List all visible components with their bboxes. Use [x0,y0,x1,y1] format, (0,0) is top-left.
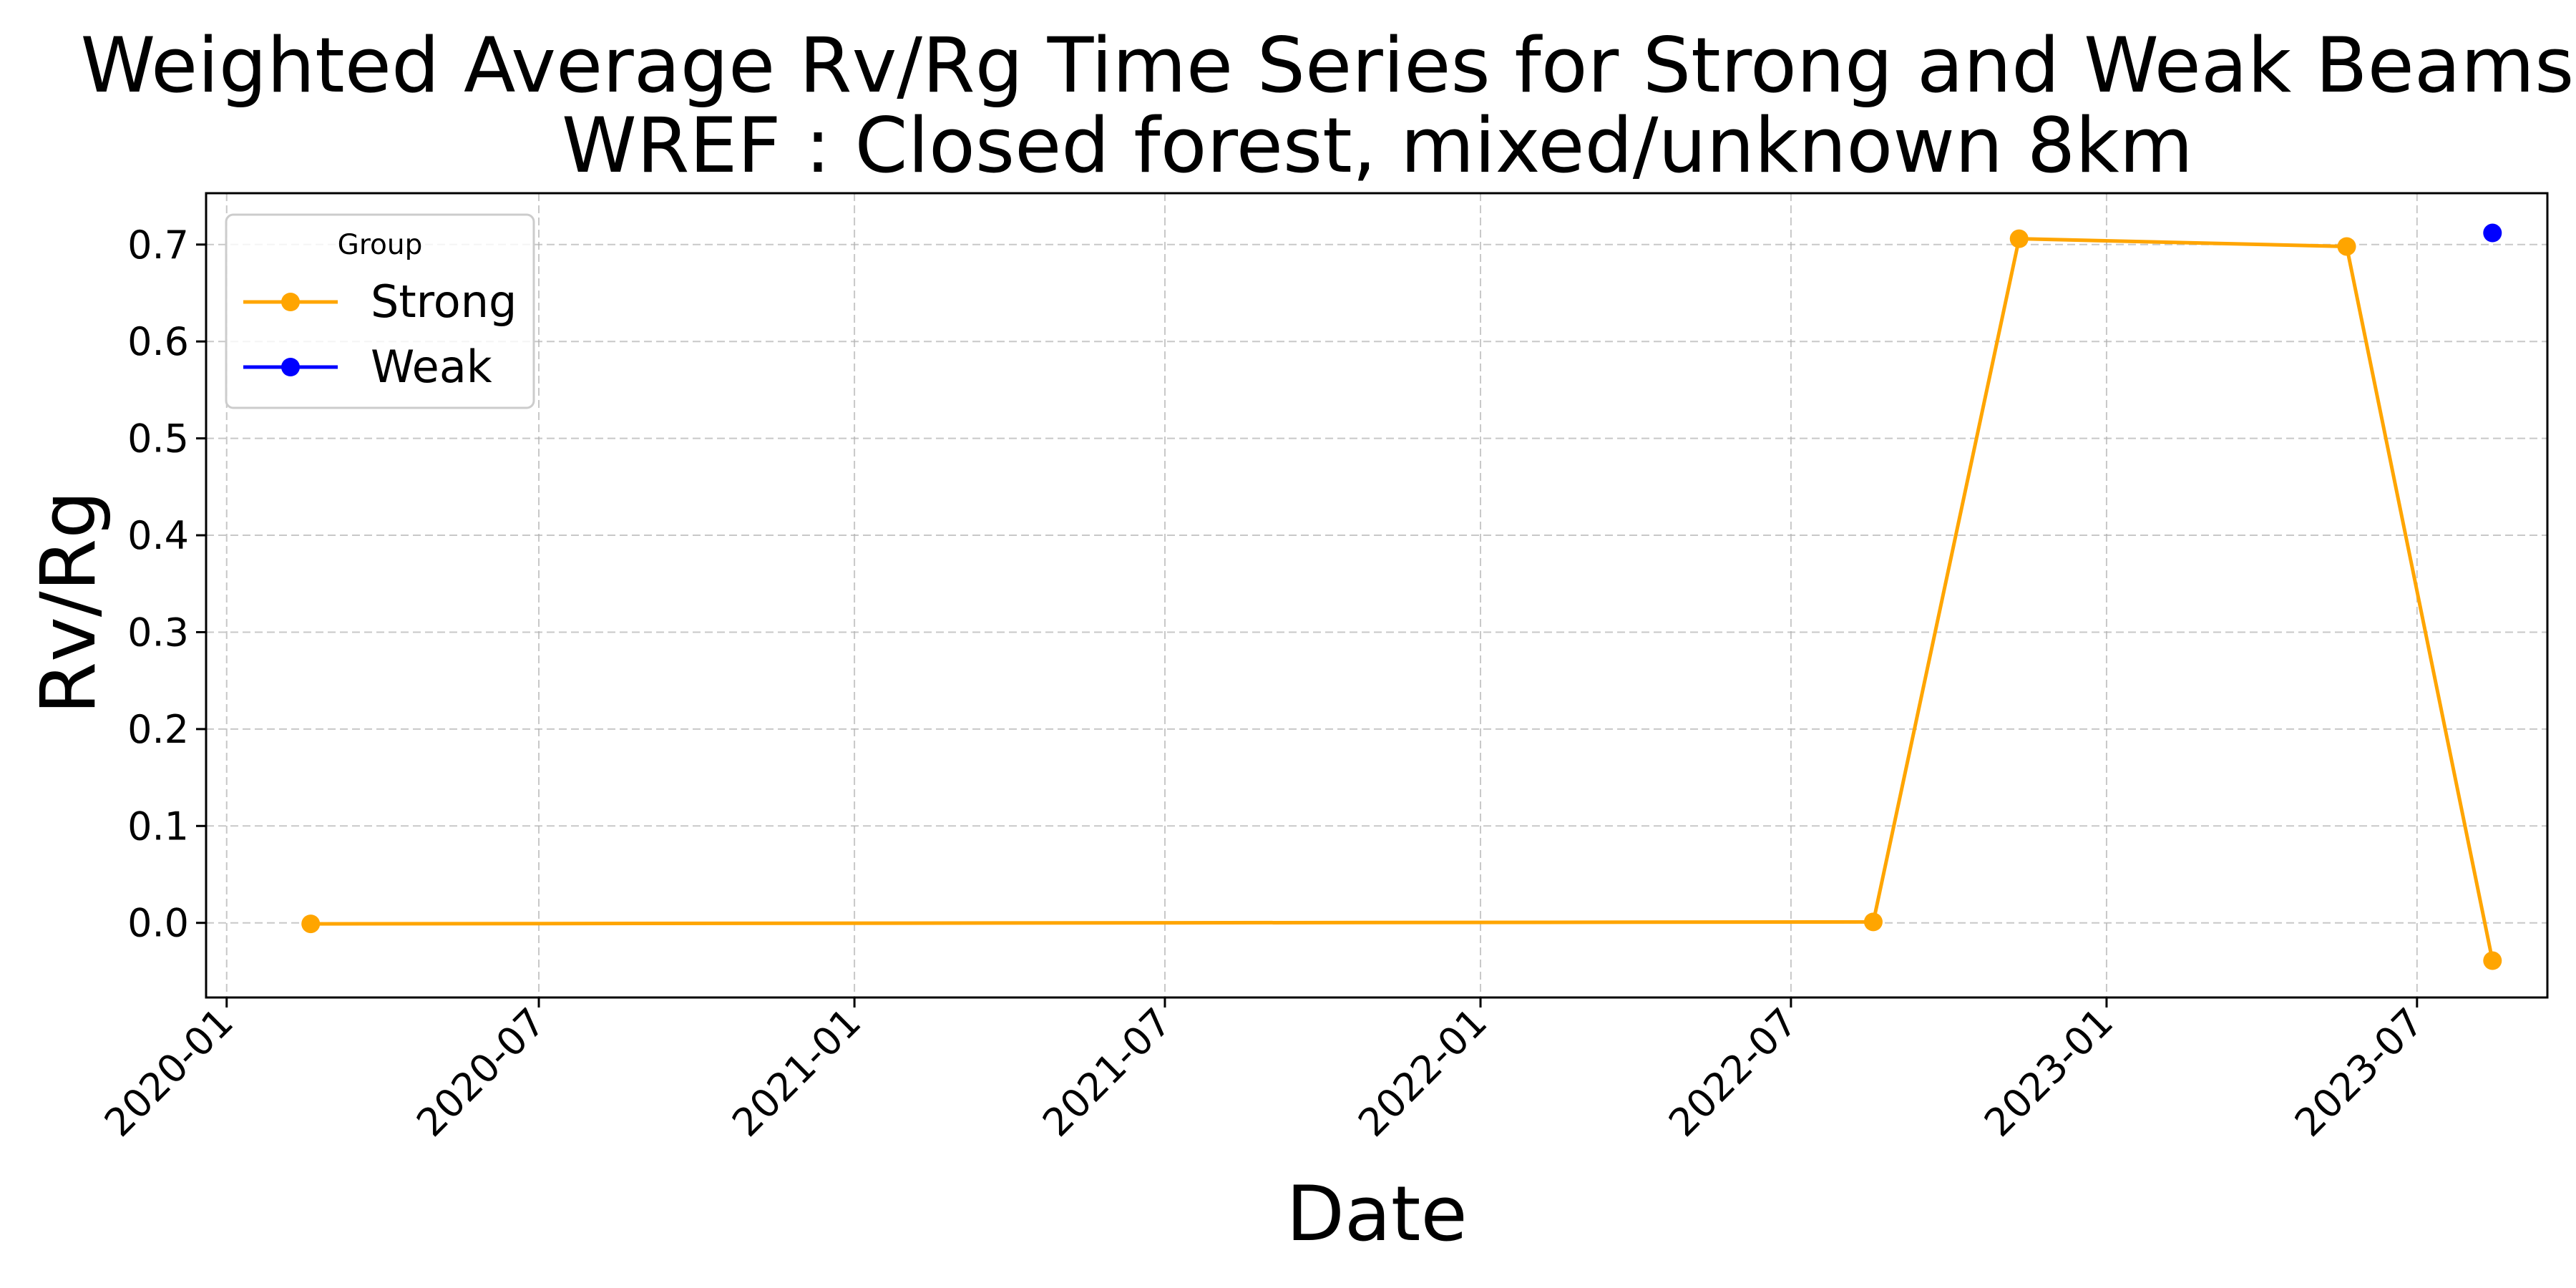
legend-title: Group [338,229,423,261]
data-point-strong [301,914,321,934]
legend-box [225,213,535,409]
y-tick-label: 0.4 [127,513,189,558]
legend-label-weak: Weak [371,341,492,393]
grid [206,193,2547,997]
data-point-strong [1863,912,1883,932]
legend: Group Strong Weak [225,213,535,409]
x-axis-label: Date [1286,1170,1467,1258]
data-point-strong [2337,237,2356,256]
x-tick-label: 2020-01 [96,1000,242,1146]
x-tick-label: 2020-07 [408,1000,554,1146]
x-tick-label: 2023-07 [2286,1000,2432,1146]
data-point-weak [2483,223,2502,243]
chart-title-line-2: WREF : Closed forest, mixed/unknown 8km [562,102,2193,190]
y-tick-label: 0.5 [127,416,189,462]
data-point-strong [2483,951,2502,970]
legend-label-strong: Strong [371,275,517,328]
x-tick-label: 2022-01 [1350,1000,1496,1146]
y-axis-label: Rv/Rg [24,490,112,714]
series-line-strong [311,237,2494,962]
y-tick-label: 0.2 [127,707,189,752]
x-tick-label: 2023-01 [1976,1000,2122,1146]
plot-area-frame [205,192,2549,999]
y-tick-label: 0.6 [127,319,189,364]
chart-title-line-1: Weighted Average Rv/Rg Time Series for S… [80,21,2576,109]
y-tick-label: 0.3 [127,610,189,655]
legend-marker-strong [281,293,300,311]
x-tick-label: 2021-01 [723,1000,869,1146]
x-tick-label: 2022-07 [1660,1000,1806,1146]
series-layer [301,223,2502,970]
y-tick-label: 0.7 [127,223,189,268]
y-tick-label: 0.0 [127,901,189,946]
x-tick-label: 2021-07 [1034,1000,1180,1146]
y-tick-label: 0.1 [127,804,189,849]
data-point-strong [2009,229,2029,248]
legend-marker-weak [281,358,300,376]
